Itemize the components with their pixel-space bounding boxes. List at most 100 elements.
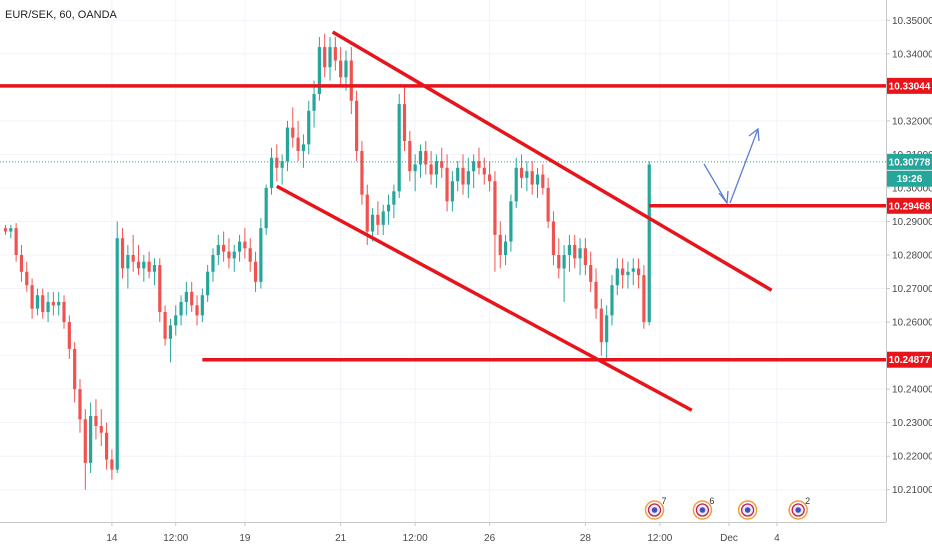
candle-body (126, 255, 130, 269)
candle-body (19, 255, 24, 272)
candle-body (562, 255, 566, 269)
candle-body (67, 322, 71, 349)
candle-body (158, 265, 162, 313)
candle (158, 258, 162, 323)
candle-body (237, 241, 242, 252)
candle (493, 171, 497, 272)
candle-body (408, 140, 412, 172)
candle (610, 275, 614, 326)
candle-body (57, 301, 61, 306)
candle (477, 147, 481, 175)
candle-body (535, 174, 540, 185)
candle-body (557, 255, 561, 269)
candle-body (291, 127, 295, 138)
event-badges: 7 6 2 (644, 496, 810, 520)
candle (174, 305, 178, 336)
candles (3, 33, 651, 490)
price-tick-label: 10.27000 (892, 284, 932, 295)
candle-body (142, 261, 146, 269)
candle (605, 305, 609, 359)
candle (179, 295, 183, 326)
candle (509, 194, 513, 252)
candle (344, 50, 348, 91)
candle-body (418, 151, 423, 165)
time-tick-label: 4 (774, 533, 780, 544)
candle (222, 231, 226, 262)
candle-body (621, 268, 625, 276)
candle (253, 251, 258, 292)
candle-body (232, 251, 236, 259)
candle-body (115, 238, 119, 470)
candle-body (136, 261, 141, 269)
candle (323, 33, 327, 78)
candle (392, 184, 396, 219)
candle (482, 157, 486, 185)
candle (152, 258, 157, 286)
candle (525, 161, 529, 192)
candle (89, 402, 93, 473)
candle (285, 120, 290, 172)
price-label-badge (887, 351, 932, 368)
projection-arrow-up (729, 128, 759, 204)
candle-body (30, 285, 34, 309)
candle-body (503, 241, 508, 255)
candle-body (402, 104, 407, 141)
candle-body (163, 312, 167, 339)
time-tick-label: 19 (239, 533, 251, 544)
candle-body (434, 161, 439, 175)
candle (216, 234, 220, 266)
candle-body (248, 248, 252, 262)
candle (376, 201, 380, 235)
time-tick-label: 14 (106, 533, 118, 544)
price-label-badge (887, 170, 932, 187)
candle (413, 154, 417, 192)
time-tick-label: 12:00 (647, 533, 672, 544)
candle (131, 234, 135, 272)
candle (589, 251, 593, 292)
projection-arrow-down (703, 163, 728, 204)
candle-body (94, 415, 98, 427)
candle-body (83, 419, 87, 463)
price-tick-label: 10.26000 (892, 318, 932, 329)
candle-body (413, 164, 417, 172)
candle (41, 288, 45, 319)
candle (440, 147, 444, 178)
candle-body (312, 94, 316, 111)
event-badge-icon: 6 (692, 496, 714, 520)
candle-body (493, 181, 497, 235)
candle (200, 288, 204, 323)
candle (594, 268, 598, 319)
candle (466, 157, 470, 198)
candle-body (450, 181, 454, 202)
candle (578, 238, 582, 276)
candle (248, 238, 252, 272)
price-label-text: 10.30778 (889, 157, 931, 168)
candle (280, 154, 284, 185)
candle (62, 295, 66, 329)
candle (461, 154, 465, 195)
candle-body (519, 167, 524, 178)
candle-body (179, 301, 183, 316)
candle (227, 238, 231, 269)
candle (434, 154, 439, 188)
candle (360, 140, 364, 205)
candle-body (578, 248, 582, 259)
candle (275, 144, 279, 182)
candle (573, 234, 577, 269)
candle (636, 258, 641, 289)
candle-body (46, 301, 50, 313)
candle-body (355, 100, 359, 152)
time-axis: 14 12:00 19 21 12:00 26 28 12:00 Dec 4 (0, 522, 886, 544)
candle-body (131, 255, 135, 262)
candle (120, 228, 125, 279)
candle (503, 234, 508, 266)
event-badge-count: 7 (662, 496, 667, 506)
candle-body (498, 234, 502, 255)
candle (488, 161, 492, 192)
candle-body (424, 151, 428, 165)
trend-line (275, 184, 693, 412)
candle-body (551, 221, 556, 255)
candle (269, 147, 274, 195)
event-badge-core (744, 507, 751, 513)
candle-body (615, 268, 619, 286)
